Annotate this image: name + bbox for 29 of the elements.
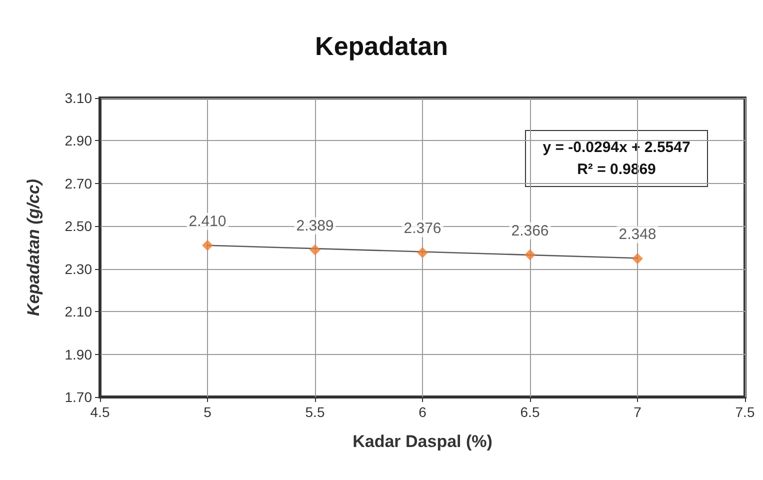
y-tick-label: 3.10 <box>64 90 92 106</box>
data-label: 2.410 <box>188 212 226 230</box>
x-axis-title: Kadar Daspal (%) <box>352 432 492 451</box>
x-tick-label: 4.5 <box>90 404 110 420</box>
data-label: 2.348 <box>618 226 656 244</box>
point <box>310 244 320 256</box>
y-tick-label: 2.90 <box>64 132 92 149</box>
annotation: R² = 0.9869 <box>577 161 656 178</box>
y-tick-label: 2.10 <box>64 304 92 320</box>
y-tick-label: 1.70 <box>64 389 92 405</box>
data-label: 2.376 <box>404 220 442 238</box>
x-tick-label: 7.5 <box>735 404 755 420</box>
y-tick-label: 2.30 <box>64 260 92 277</box>
chart-title: Kepadatan <box>315 31 448 61</box>
x-tick-label: 6 <box>418 404 427 420</box>
y-tick-label: 2.70 <box>64 175 92 192</box>
point <box>417 247 428 258</box>
x-tick-label: 6.5 <box>520 404 540 420</box>
x-tick-label: 5 <box>204 404 212 420</box>
data-label: 2.389 <box>296 217 334 234</box>
y-tick-label: 1.90 <box>64 346 92 362</box>
x-tick-label: 7 <box>634 404 642 420</box>
y-tick-label: 2.50 <box>64 218 92 234</box>
point <box>202 240 213 251</box>
data-label: 2.366 <box>511 222 549 240</box>
point <box>632 253 643 264</box>
point <box>524 249 536 260</box>
y-axis-title: Kepadatan (g/cc) <box>24 178 43 316</box>
x-tick-label: 5.5 <box>305 404 325 420</box>
